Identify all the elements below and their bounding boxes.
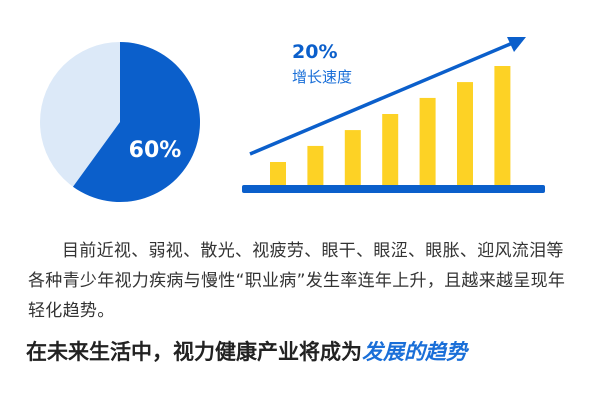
growth-percent-label: 20% bbox=[292, 41, 337, 63]
headline-highlight: 发展的趋势 bbox=[362, 340, 467, 364]
baseline-axis bbox=[242, 185, 545, 193]
growth-caption: 增长速度 bbox=[292, 68, 352, 86]
pie-chart: 60% bbox=[40, 42, 201, 203]
bar-1 bbox=[270, 162, 286, 186]
description-paragraph: 目前近视、弱视、散光、视疲劳、眼干、眼涩、眼胀、迎风流泪等各种青少年视力疾病与慢… bbox=[28, 241, 566, 321]
bar-7 bbox=[494, 66, 511, 186]
trend-arrow-head-icon bbox=[507, 37, 526, 52]
pie-percent-label: 60% bbox=[129, 138, 182, 163]
bar-6 bbox=[457, 82, 473, 186]
bar-5 bbox=[419, 97, 436, 186]
pie-slice-main bbox=[72, 42, 201, 203]
bar-4 bbox=[382, 114, 399, 186]
growth-bar-chart: 20% 增长速度 bbox=[242, 37, 545, 193]
bar-2 bbox=[307, 145, 324, 186]
headline-main: 在未来生活中，视力健康产业将成为 bbox=[26, 340, 362, 364]
headline: 在未来生活中，视力健康产业将成为发展的趋势 bbox=[26, 336, 467, 366]
bar-3 bbox=[344, 130, 361, 186]
trend-arrow-line bbox=[249, 40, 516, 156]
